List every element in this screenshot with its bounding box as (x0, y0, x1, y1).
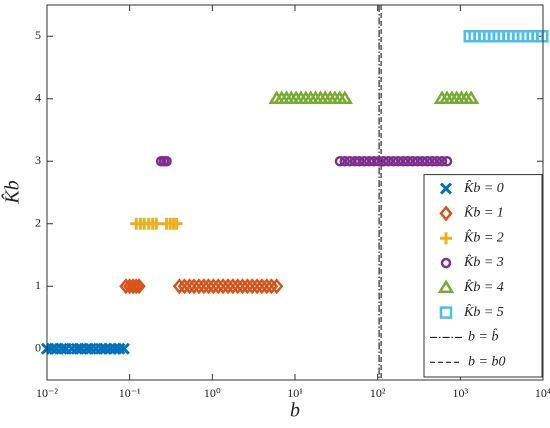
marker (226, 278, 240, 295)
marker (402, 156, 414, 167)
marker (407, 156, 419, 167)
marker (441, 156, 453, 167)
marker (359, 156, 370, 167)
legend-label: K̂b = 2 (463, 229, 504, 245)
marker (197, 278, 211, 295)
marker (70, 342, 83, 355)
y-tick-label: 3 (35, 153, 41, 167)
x-tick-label: 10⁰ (204, 386, 221, 400)
marker (270, 278, 284, 295)
marker (240, 278, 255, 295)
marker (161, 156, 172, 167)
legend-label: b = b̂ (468, 328, 498, 345)
marker (412, 156, 423, 167)
marker (344, 156, 356, 167)
y-tick-label: 1 (35, 278, 41, 292)
marker (462, 90, 480, 104)
marker (431, 156, 443, 167)
x-tick-label: 10⁴ (535, 386, 550, 400)
marker (216, 278, 230, 295)
marker (354, 156, 365, 167)
marker (211, 278, 225, 295)
x-tick-label: 10³ (453, 386, 469, 400)
marker (221, 278, 235, 295)
marker (132, 278, 146, 295)
marker (349, 156, 361, 167)
marker (334, 156, 346, 167)
marker (94, 342, 108, 355)
legend-label: K̂b = 4 (463, 279, 504, 295)
marker (437, 279, 455, 294)
marker (182, 278, 197, 295)
legend-label: K̂b = 0 (463, 180, 504, 196)
marker (426, 156, 438, 167)
marker (245, 278, 259, 295)
marker (172, 278, 187, 295)
marker (260, 278, 274, 295)
marker (417, 156, 428, 167)
marker (397, 156, 409, 167)
y-axis-label: K̂b (0, 180, 23, 204)
marker (336, 90, 353, 104)
marker (378, 156, 389, 167)
marker (201, 278, 216, 295)
marker (392, 156, 404, 167)
x-tick-label: 10² (370, 386, 386, 400)
marker (231, 278, 245, 295)
marker (363, 156, 375, 167)
marker (150, 217, 163, 230)
marker (388, 156, 399, 167)
legend-label: K̂b = 5 (463, 304, 504, 320)
marker (255, 278, 269, 295)
legend-label: K̂b = 3 (463, 254, 504, 270)
y-tick-label: 0 (35, 341, 41, 355)
marker (440, 232, 452, 245)
marker (206, 278, 221, 295)
marker (440, 257, 452, 269)
marker (235, 278, 250, 295)
x-tick-label: 10⁻² (36, 386, 58, 400)
legend-label: K̂b = 1 (463, 204, 504, 220)
marker (170, 217, 183, 230)
marker (422, 156, 433, 167)
marker (117, 342, 130, 355)
plot-frame (46, 4, 544, 381)
marker (192, 278, 206, 295)
marker (187, 278, 201, 295)
x-axis-label: b (290, 400, 300, 422)
marker (113, 342, 126, 355)
marker (80, 342, 93, 355)
x-tick-label: 10¹ (287, 386, 303, 400)
x-tick-label: 10⁻¹ (119, 386, 141, 400)
marker (45, 342, 59, 355)
marker (439, 205, 453, 222)
marker (55, 342, 68, 355)
marker (536, 30, 549, 43)
y-tick-label: 5 (35, 28, 41, 42)
y-tick-label: 4 (35, 91, 41, 105)
marker (339, 156, 351, 167)
marker (436, 156, 448, 167)
marker (373, 156, 384, 167)
y-tick-label: 2 (35, 216, 41, 230)
legend-label: b = b0 (468, 354, 505, 369)
marker (439, 306, 453, 319)
marker (250, 278, 264, 295)
marker (129, 278, 143, 295)
marker (439, 182, 453, 195)
marker (383, 156, 394, 167)
marker (368, 156, 380, 167)
